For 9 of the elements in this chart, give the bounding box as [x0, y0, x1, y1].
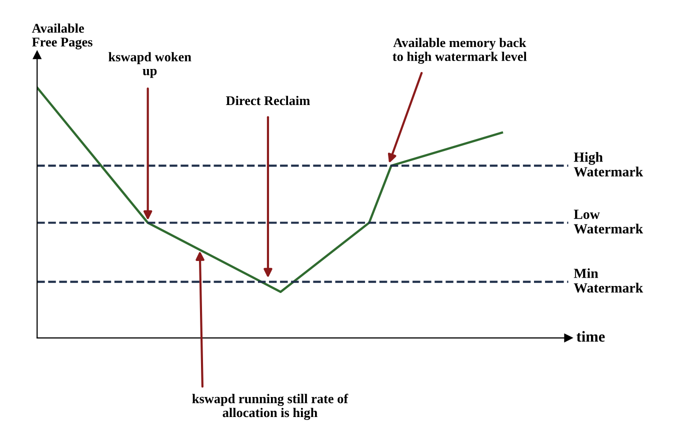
ref-line-label: Min Watermark: [574, 268, 644, 293]
y-axis-title: Available Free Pages: [32, 23, 92, 50]
text: kswapd woken up: [108, 52, 192, 78]
annotation: Direct Reclaim: [226, 96, 310, 106]
ref-line-label: High Watermark: [574, 152, 644, 177]
x-axis-title: time: [576, 330, 605, 342]
ref-line-label: Low Watermark: [574, 210, 644, 234]
text: kswapd running still rate of allocation is high: [192, 394, 348, 420]
text: Available memory back to high watermark level: [392, 38, 527, 64]
